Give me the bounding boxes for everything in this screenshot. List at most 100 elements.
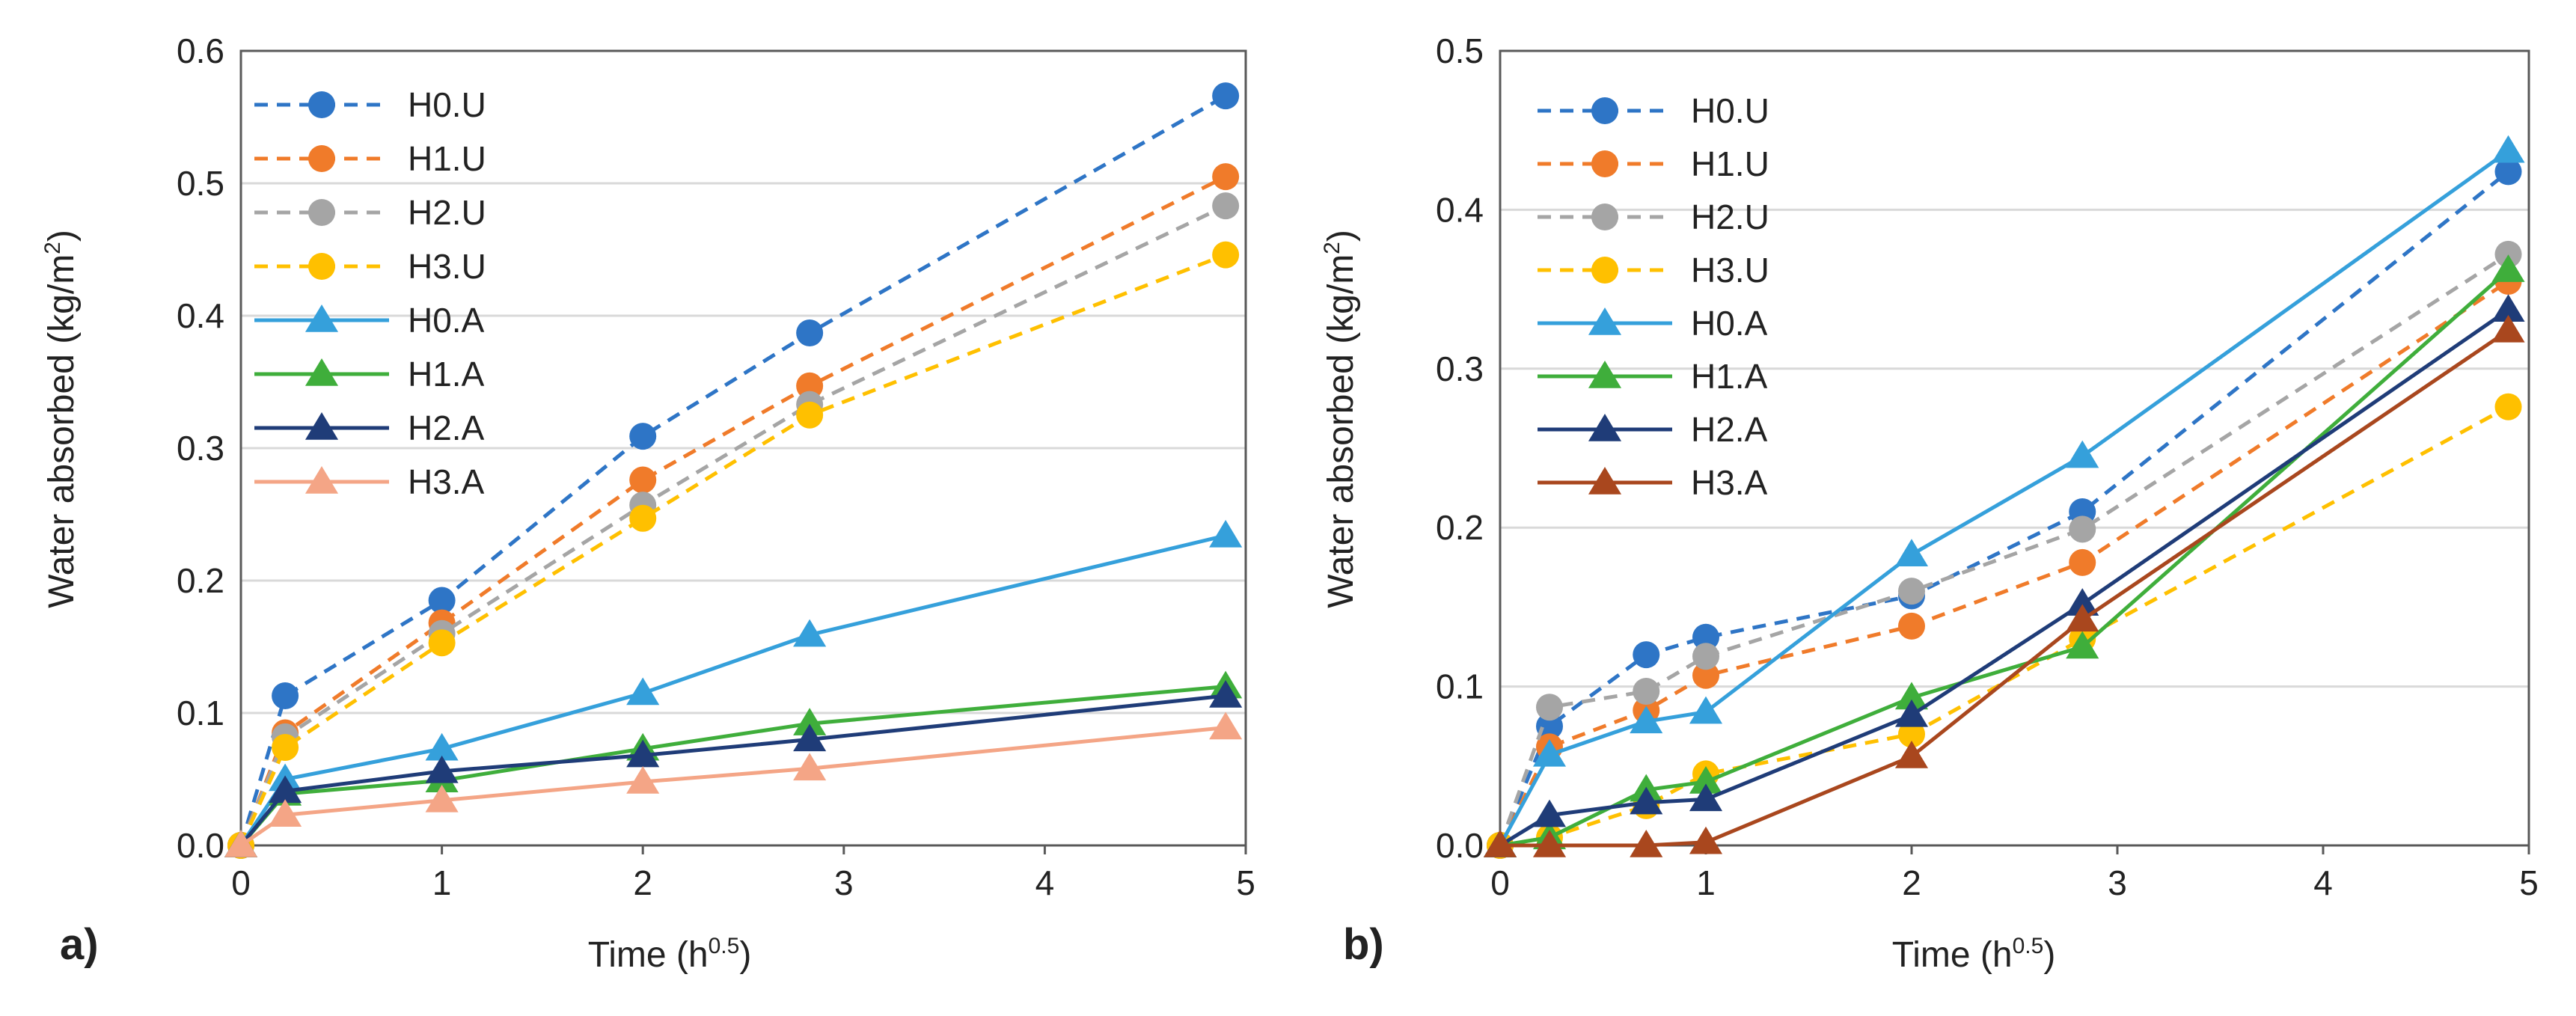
series-h3-a [1483,314,2525,857]
data-point [1692,661,1719,689]
data-point [793,723,827,752]
data-point [2066,588,2099,616]
data-point [1536,712,1563,740]
x-tick-label: 2 [1902,863,1921,902]
data-point [793,753,827,781]
y-tick-label: 0.5 [177,164,224,203]
legend-marker [1591,150,1618,177]
series-line [239,253,1226,847]
x-tick-labels: 0 1 2 3 4 5 [1490,863,2539,902]
data-point [425,755,459,783]
data-point [629,423,657,450]
x-tick-label: 5 [1236,863,1255,902]
plot-area-border [1499,49,2530,847]
data-point [626,739,660,768]
legend-marker [1588,307,1622,335]
y-tick-label: 0.5 [1436,31,1484,70]
legend-marker [308,145,335,172]
data-point [1212,192,1240,220]
legend-label: H1.U [408,139,486,178]
legend-marker [305,466,339,494]
data-point [269,799,302,827]
data-point [1898,578,1925,605]
legend-marker [1588,361,1622,388]
y-tick-labels: 0.0 0.1 0.2 0.3 0.4 0.5 0.6 [177,31,224,865]
y-tick-label: 0.0 [177,826,224,865]
data-point [2069,515,2096,543]
data-point [1692,643,1719,670]
legend-item: H3.U [254,247,486,286]
data-point [2494,158,2522,186]
y-tick-label: 0.2 [1436,508,1484,547]
data-point [2491,314,2525,343]
data-point [793,708,827,735]
data-point [1630,786,1663,815]
x-tick-label: 3 [834,863,854,902]
x-tick-label: 1 [1696,863,1716,902]
legend-item: H1.U [254,139,486,178]
data-point [2066,604,2099,632]
chart-panel-a: 0.0 0.1 0.2 0.3 0.4 0.5 0.6 0 1 2 3 4 5 H0.U H1.U H2.… [40,31,1255,975]
x-tick-label: 4 [1035,863,1055,902]
chart-panel-b: 0.0 0.1 0.2 0.3 0.4 0.5 0 1 2 3 4 5 H0.U H1.U H2.U H3… [1320,31,2539,975]
data-point [1689,783,1723,812]
legend-label: H0.A [408,301,485,340]
data-point [1894,699,1929,727]
data-point [1209,679,1243,708]
plot-area-border [239,49,1247,847]
panel-label: a) [60,920,99,969]
series [224,82,1243,859]
legend-marker [1591,257,1618,284]
legend-item: H3.U [1538,251,1769,290]
x-tick-label: 4 [2313,863,2333,902]
x-tick-label: 3 [2108,863,2127,902]
legend-item: H1.A [1538,357,1768,396]
data-point [1630,830,1663,857]
data-point [793,619,827,647]
data-point [1630,706,1663,734]
data-point [1532,799,1567,827]
data-point [1894,539,1929,567]
legend-marker [305,412,339,440]
data-point [629,466,657,494]
legend-label: H2.A [1691,410,1768,449]
legend: H0.U H1.U H2.U H3.U H0.A H1.A H2.A H3.A [254,85,486,501]
data-point [1212,241,1240,269]
legend-marker [1588,467,1622,495]
data-point [1692,623,1719,651]
legend-label: H0.U [408,85,486,124]
data-point [2491,135,2525,163]
data-point [1898,612,1925,640]
series [1483,135,2525,859]
x-tick-label: 5 [2519,863,2539,902]
data-point [428,629,456,657]
legend-label: H3.A [1691,463,1768,502]
data-point [1894,741,1929,768]
y-tick-labels: 0.0 0.1 0.2 0.3 0.4 0.5 [1436,31,1484,865]
legend-label: H2.U [408,193,486,232]
y-tick-label: 0.6 [177,31,224,70]
legend-label: H0.A [1691,304,1768,343]
legend-item: H1.A [254,355,485,394]
y-tick-label: 0.2 [177,561,224,600]
legend-label: H1.A [1691,357,1768,396]
legend-item: H0.U [1538,91,1769,130]
legend-item: H0.U [254,85,486,124]
y-tick-label: 0.4 [1436,190,1484,229]
data-point [1212,82,1240,110]
data-point [272,734,299,762]
data-point [2069,548,2096,576]
data-point [1689,826,1723,854]
data-point [224,830,258,857]
series-h3-a [224,711,1243,857]
y-axis-title: Water absorbed (kg/m2) [40,230,82,608]
data-point [1536,694,1563,721]
legend-label: H2.A [408,408,485,447]
data-point [2491,254,2525,282]
legend-label: H1.A [408,355,485,394]
data-point [1689,696,1723,724]
data-point [2494,393,2522,420]
legend-label: H2.U [1691,198,1769,236]
data-point [1898,720,1925,748]
